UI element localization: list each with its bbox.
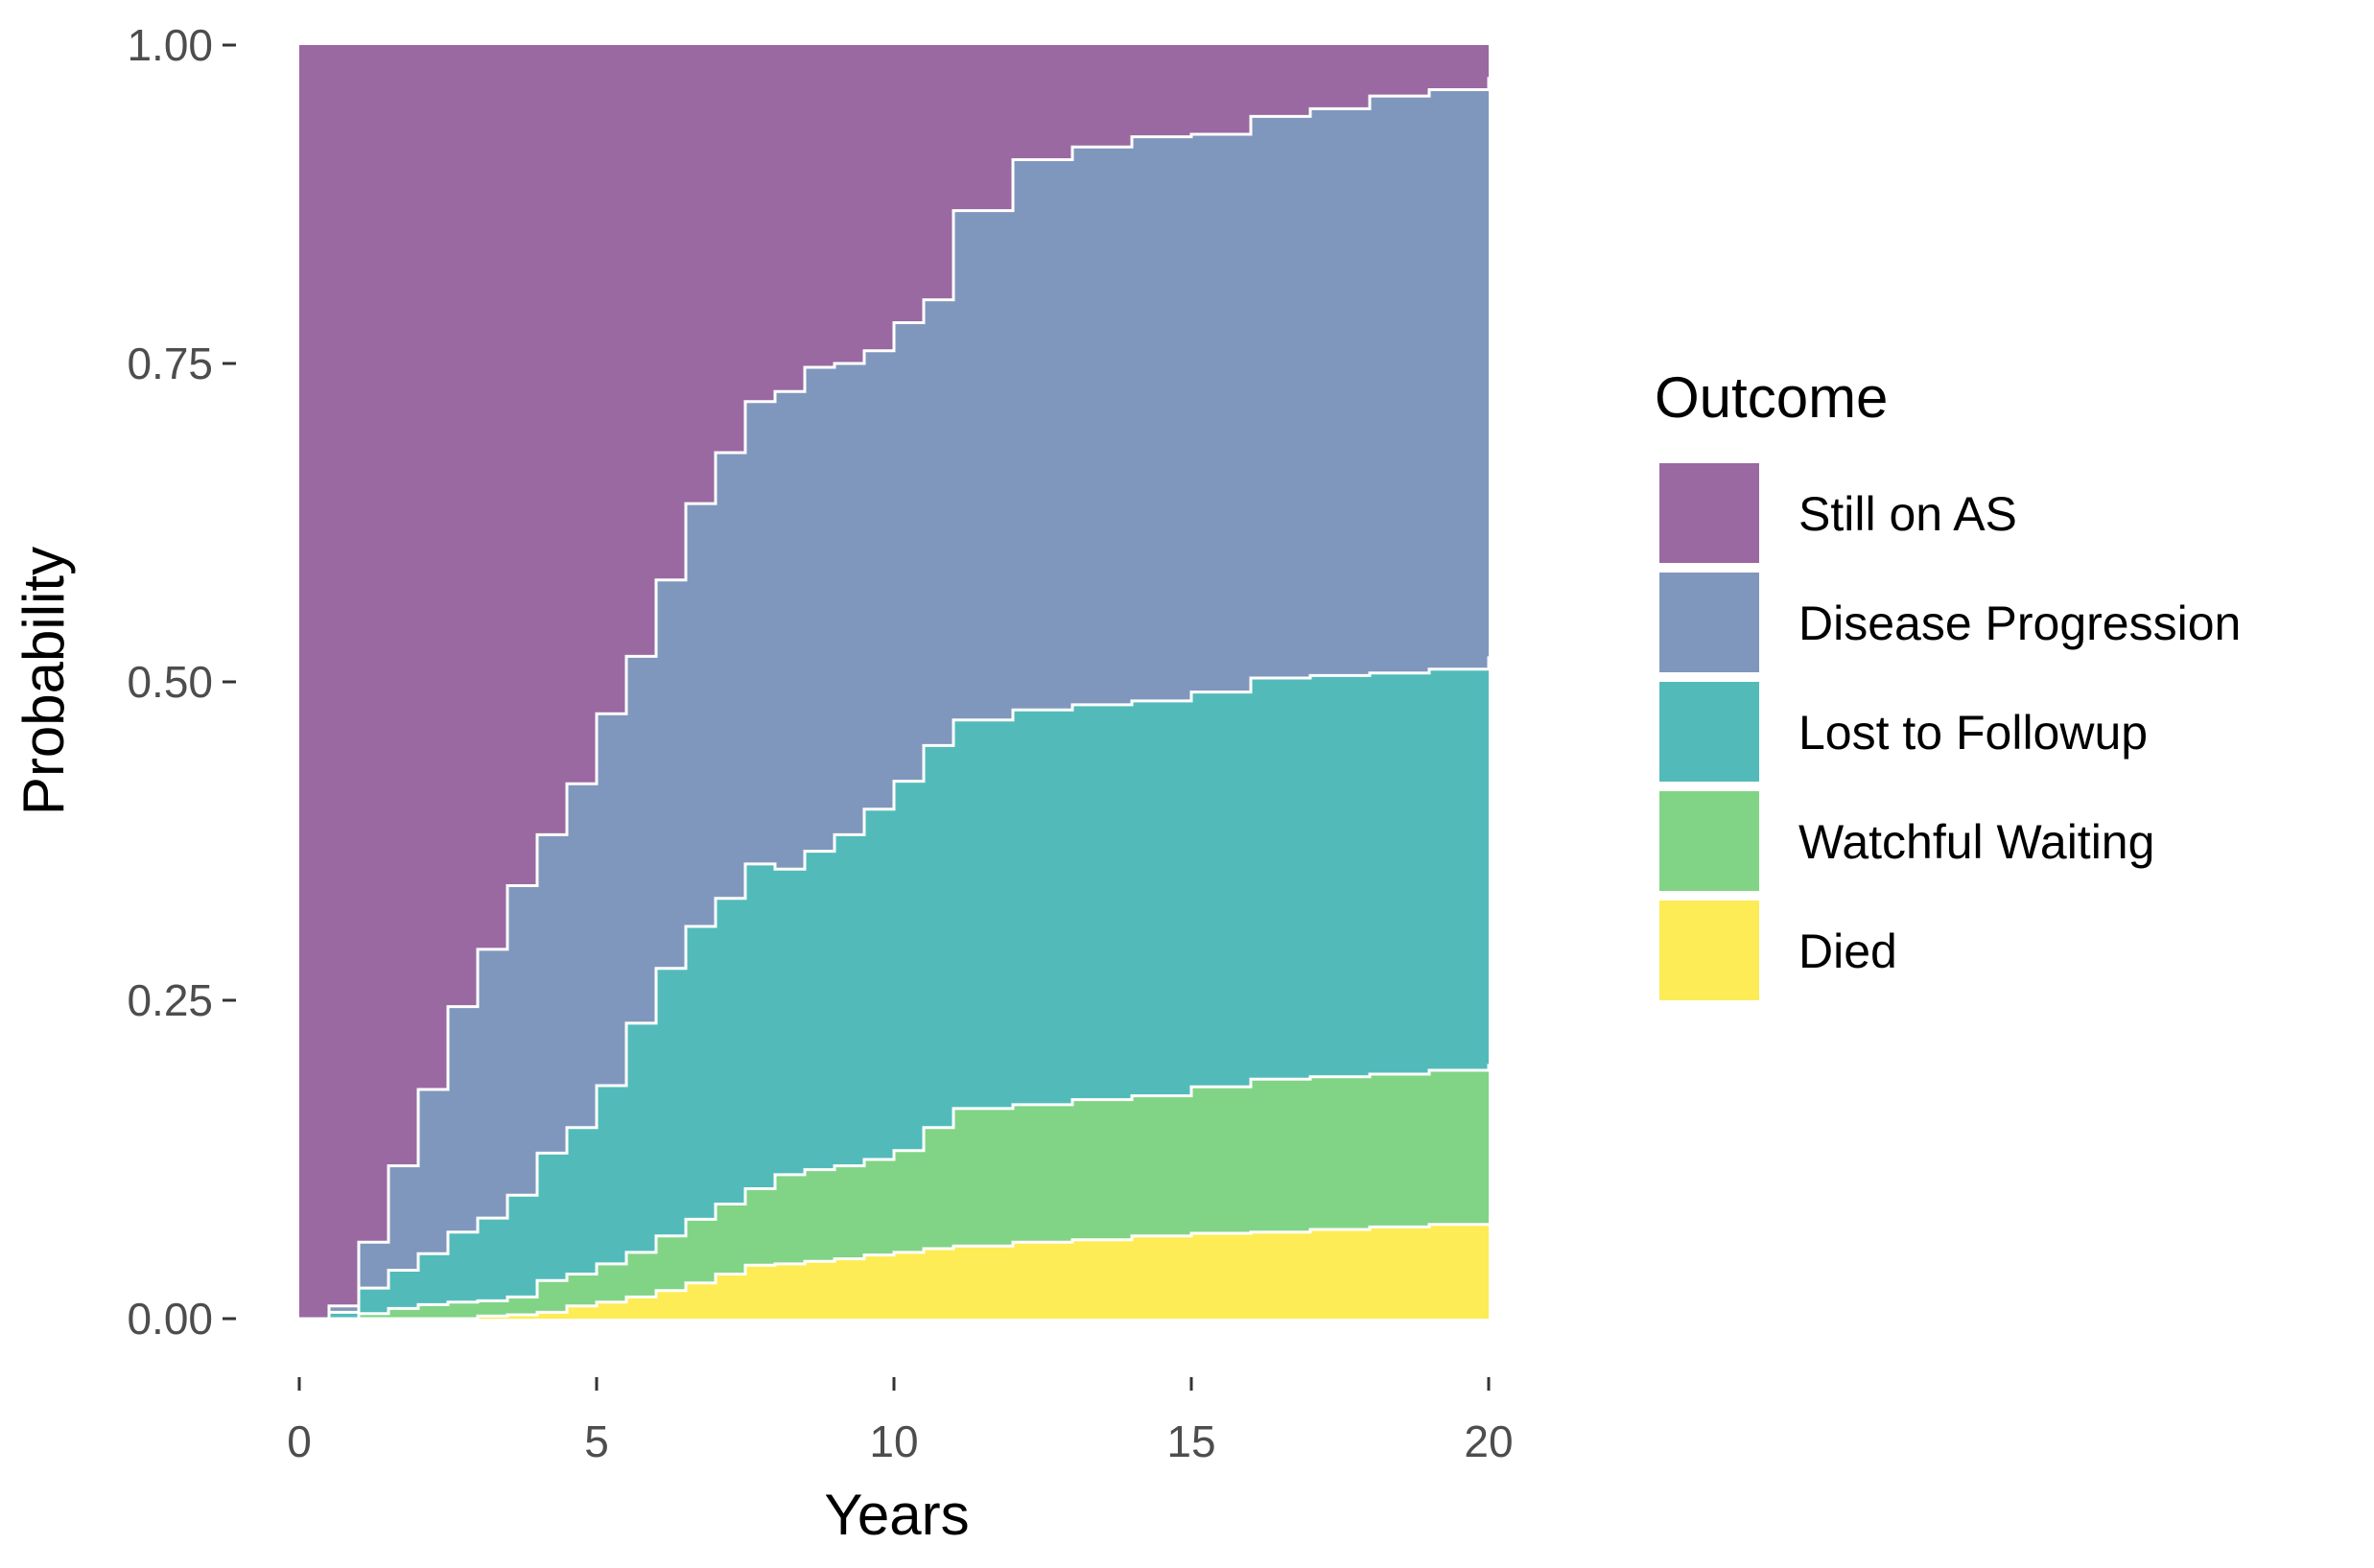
boundary-watchful-waiting xyxy=(299,1064,1491,1321)
area-watchful-waiting xyxy=(299,1064,1489,1319)
x-tick-label: 20 xyxy=(1464,1416,1513,1466)
x-tick-label: 0 xyxy=(287,1416,312,1466)
area-disease-progression xyxy=(299,77,1489,1320)
legend-label: Died xyxy=(1798,924,1897,978)
boundary-lost-to-followup xyxy=(299,656,1491,1321)
legend-swatch xyxy=(1659,901,1759,1000)
legend-label: Disease Progression xyxy=(1798,597,2241,650)
area-died xyxy=(299,1223,1489,1319)
boundary-died xyxy=(299,1223,1491,1321)
y-tick-label: 0.25 xyxy=(127,975,213,1025)
legend-item: Lost to Followup xyxy=(1659,682,2148,782)
legend-swatch xyxy=(1659,573,1759,672)
legend-swatch xyxy=(1659,463,1759,563)
y-tick-label: 0.50 xyxy=(127,657,213,707)
area-lost-to-followup xyxy=(299,656,1489,1319)
y-tick-label: 1.00 xyxy=(127,20,213,70)
y-tick-label: 0.75 xyxy=(127,339,213,388)
x-tick-label: 5 xyxy=(584,1416,609,1466)
series-boundaries xyxy=(299,77,1491,1321)
legend-label: Still on AS xyxy=(1798,487,2017,541)
legend-items: Still on AS Disease Progression Lost to Fo… xyxy=(1659,463,2241,1000)
x-axis: 0 5 10 15 20 xyxy=(287,1377,1514,1466)
y-axis: 0.00 0.25 0.50 0.75 1.00 xyxy=(127,20,236,1344)
legend-item: Died xyxy=(1659,901,1897,1000)
plot-areas xyxy=(299,45,1489,1320)
y-axis-title: Probability xyxy=(12,547,76,815)
legend-item: Disease Progression xyxy=(1659,573,2241,672)
legend: Outcome Still on AS Disease Progression Lo… xyxy=(1655,365,2241,1000)
legend-title: Outcome xyxy=(1655,365,1888,430)
legend-label: Watchful Waiting xyxy=(1798,815,2154,869)
y-tick-label: 0.00 xyxy=(127,1294,213,1344)
legend-item: Watchful Waiting xyxy=(1659,791,2154,891)
x-tick-label: 15 xyxy=(1166,1416,1215,1466)
boundary-disease-progression xyxy=(299,77,1491,1321)
legend-swatch xyxy=(1659,791,1759,891)
area-still-on-as xyxy=(299,45,1489,1319)
legend-item: Still on AS xyxy=(1659,463,2017,563)
legend-label: Lost to Followup xyxy=(1798,706,2148,760)
legend-swatch xyxy=(1659,682,1759,782)
x-tick-label: 10 xyxy=(869,1416,918,1466)
x-axis-title: Years xyxy=(824,1483,969,1547)
